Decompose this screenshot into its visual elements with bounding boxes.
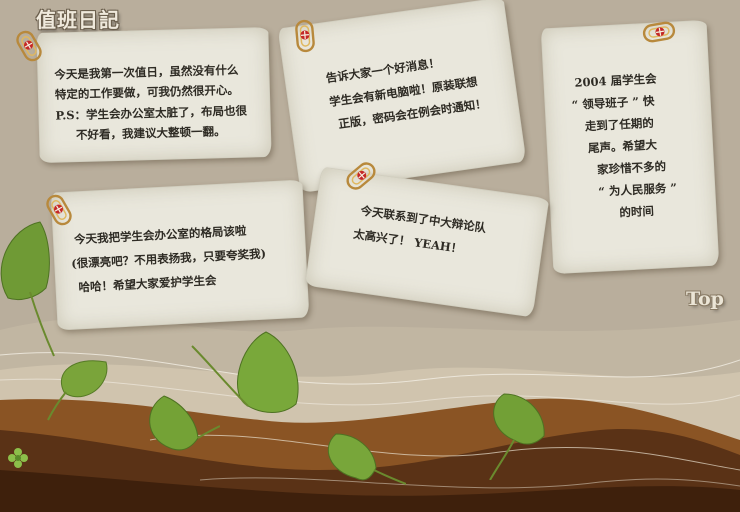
diary-note-1: 今天是我第一次值日，虽然没有什么 特定的工作要做，可我仍然很开心。 P.S：学生… (36, 26, 272, 164)
note-line: 不好看，我建议大整顿一翻。 (75, 124, 226, 143)
diary-note-4: 今天我把学生会办公室的格局该啦 (很漂亮吧？不用表扬我，只要夸奖我) 哈哈！希望… (50, 179, 310, 331)
note-line: “ 领导班子 ” 快 (571, 93, 655, 112)
diary-note-3: 2004 届学生会 “ 领导班子 ” 快 走到了任期的 尾声。希望大 家珍惜不多… (540, 19, 720, 275)
back-to-top-link[interactable]: Top (686, 288, 724, 310)
paperclip-icon (16, 30, 42, 62)
note-line: 家珍惜不多的 (596, 159, 667, 177)
note-line: “ 为人民服务 ” (597, 180, 678, 199)
note-line: (很漂亮吧？不用表扬我，只要夸奖我) (70, 246, 267, 271)
ginkgo-leaf-icon (149, 395, 220, 451)
note-line: 走到了任期的 (584, 115, 655, 134)
paperclip-icon (46, 194, 72, 226)
note-line: 今天我把学生会办公室的格局该啦 (73, 223, 247, 247)
note-line: 的时间 (619, 203, 655, 220)
ginkgo-leaf-icon (327, 433, 406, 485)
paperclip-icon (346, 162, 376, 190)
note-line: 2004 届学生会 (574, 71, 657, 90)
ginkgo-leaf-icon (0, 221, 55, 357)
flower-icon (8, 448, 28, 468)
paperclip-icon (642, 21, 676, 43)
note-line: 哈哈！希望大家爱护学生会 (78, 273, 217, 295)
ginkgo-leaf-icon (191, 331, 299, 413)
ginkgo-leaf-icon (489, 393, 545, 480)
ginkgo-leaf-icon (47, 360, 108, 421)
note-line: 尾声。希望大 (587, 137, 658, 156)
note-line: 特定的工作要做，可我仍然很开心。 (54, 82, 240, 102)
page-title: 值班日記 (36, 8, 120, 32)
paperclip-icon (295, 19, 315, 53)
